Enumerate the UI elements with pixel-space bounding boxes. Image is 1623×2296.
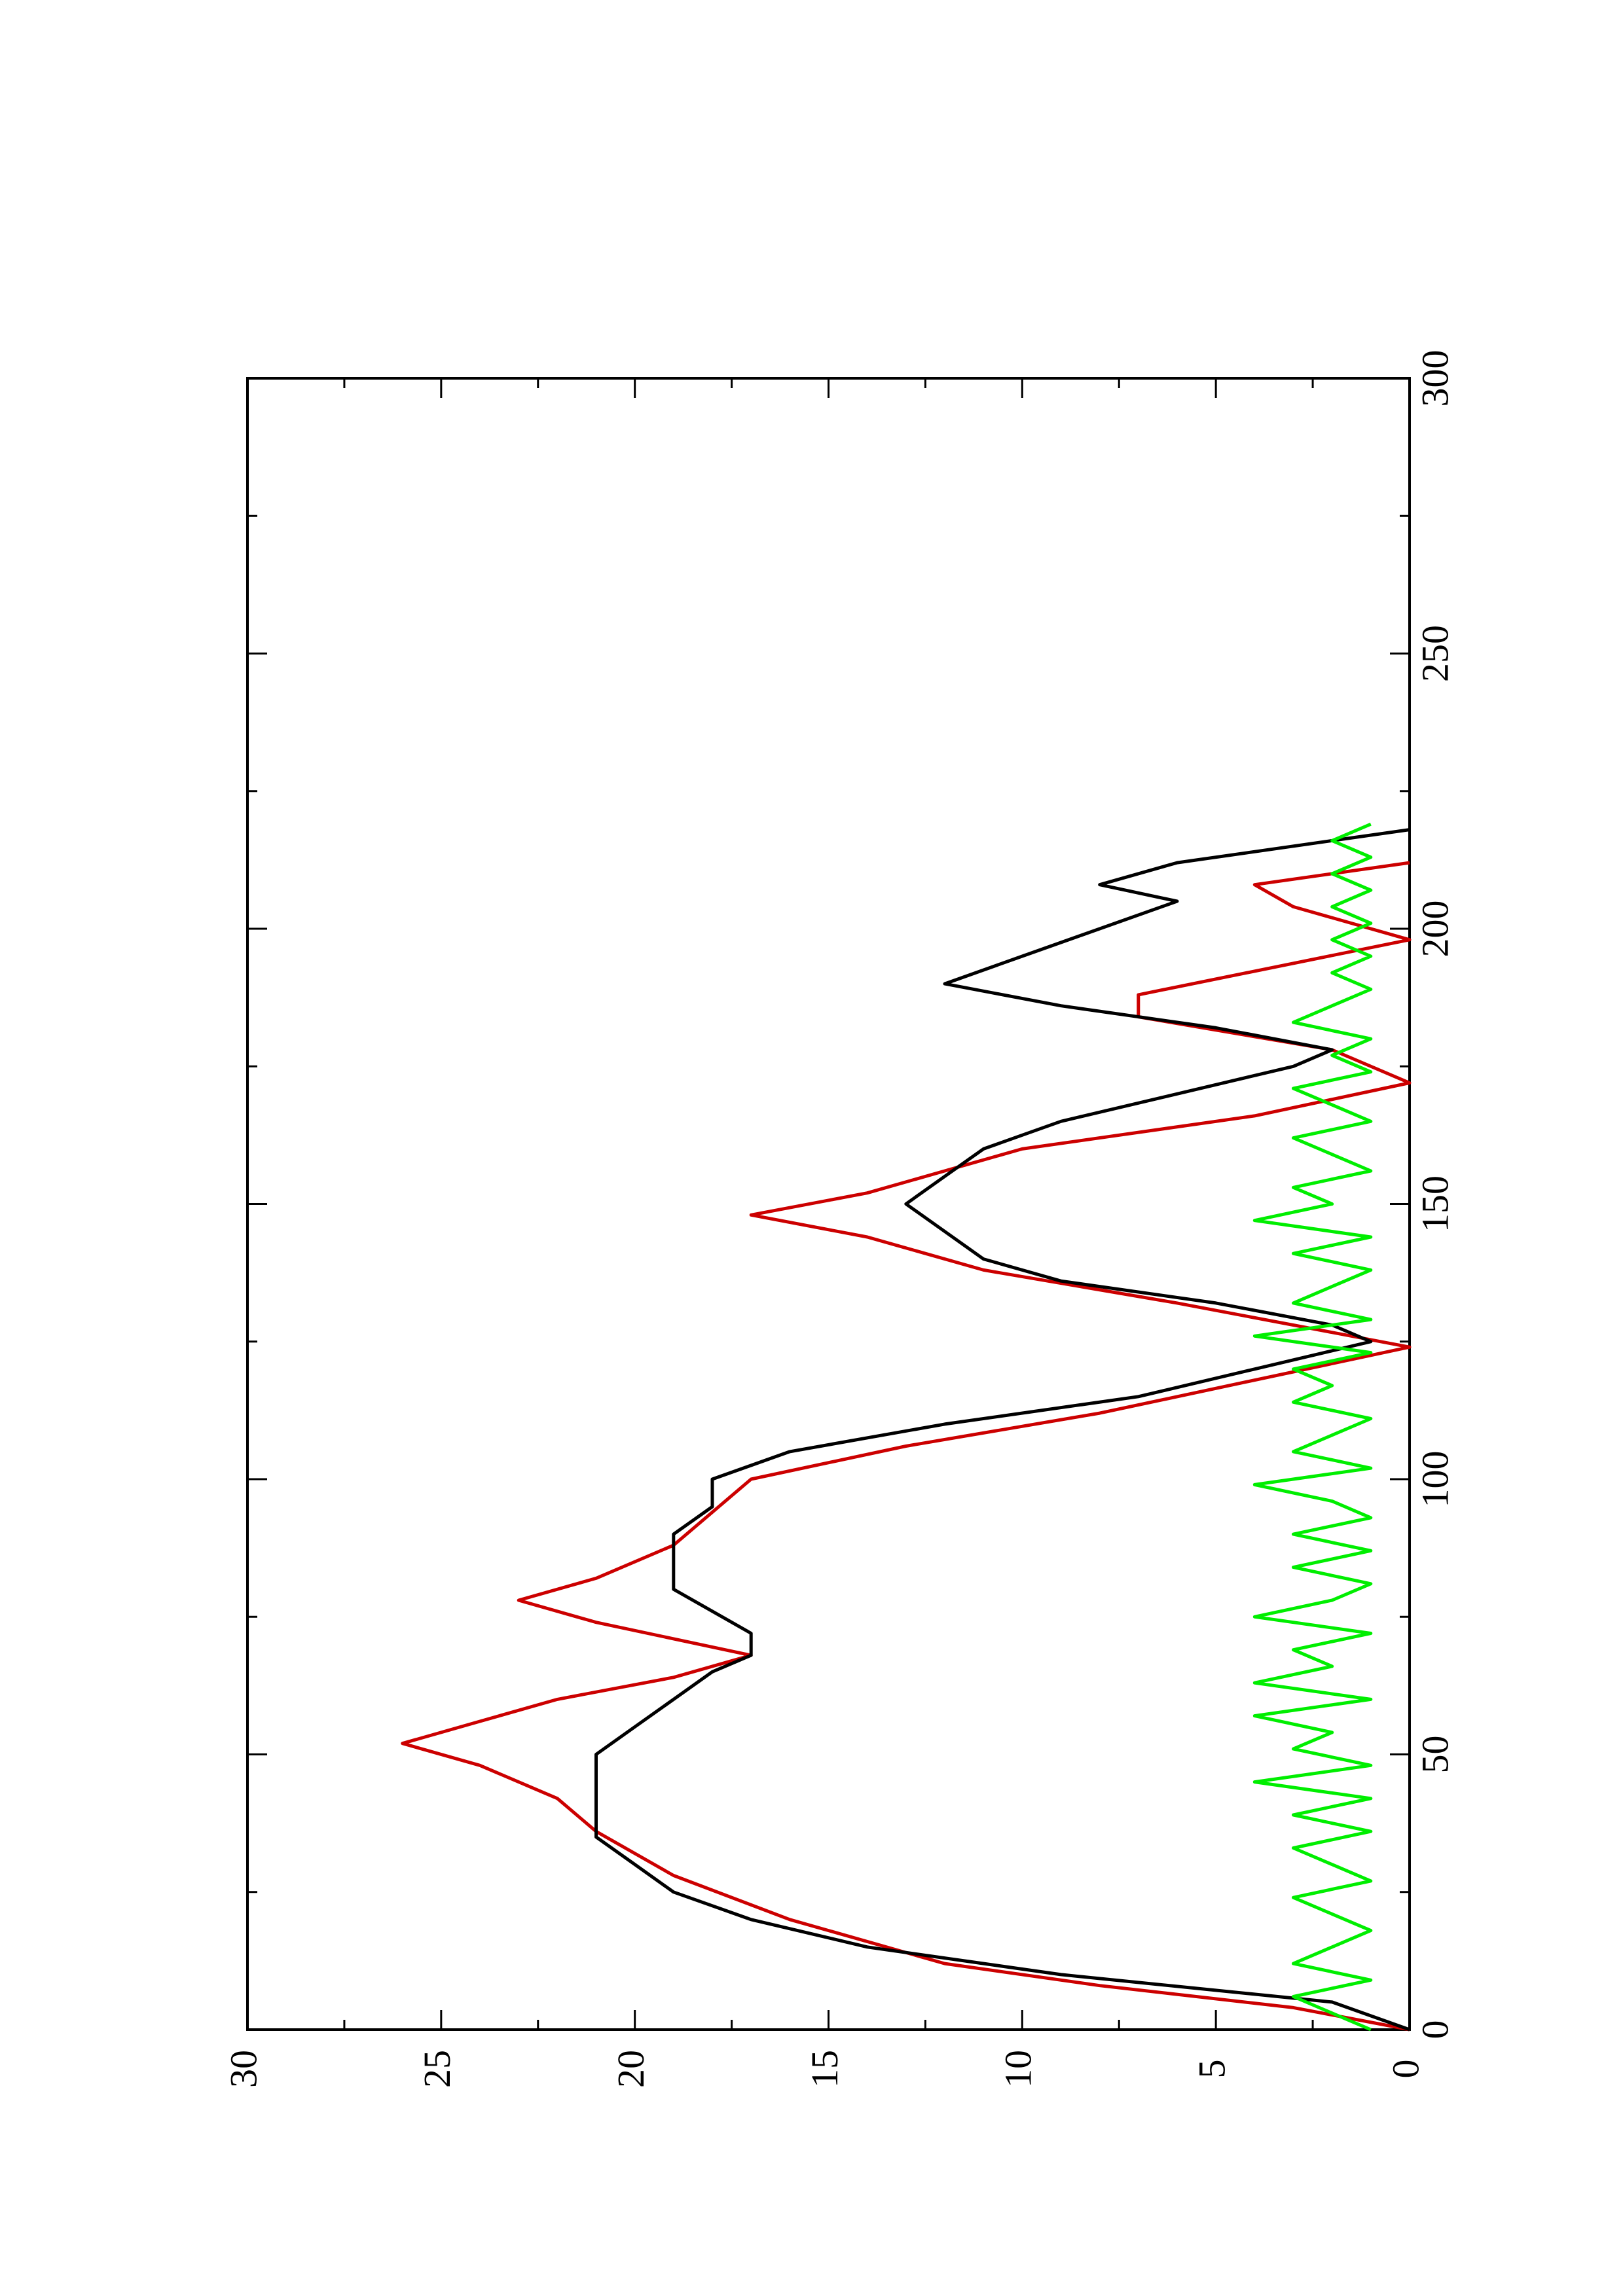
y-tick-label: 5 — [1190, 2060, 1233, 2079]
x-tick-label: 0 — [1413, 2020, 1456, 2039]
series-line-1 — [401, 861, 1412, 2032]
y-tick-label: 30 — [222, 2050, 264, 2088]
x-tick-label: 100 — [1413, 1451, 1456, 1508]
series-layer — [401, 822, 1412, 2032]
y-tick-label: 20 — [610, 2050, 652, 2088]
y-tick-label: 15 — [803, 2050, 846, 2088]
series-line-3 — [1252, 822, 1373, 2032]
series-line-2 — [594, 828, 1410, 2032]
x-tick-label: 50 — [1413, 1736, 1456, 1774]
y-tick-label: 0 — [1384, 2060, 1427, 2079]
y-tick-label: 10 — [997, 2050, 1040, 2088]
axis-ticks — [246, 377, 1411, 2031]
tick-labels: 0 50 100 150 200 250 300 0 5 10 15 20 25 30 — [222, 350, 1456, 2089]
y-tick-label: 25 — [416, 2050, 458, 2088]
x-tick-label: 150 — [1413, 1175, 1456, 1232]
plot-frame — [246, 377, 1411, 2031]
x-tick-label: 300 — [1413, 350, 1456, 407]
x-tick-label: 250 — [1413, 625, 1456, 682]
x-tick-label: 200 — [1413, 901, 1456, 958]
